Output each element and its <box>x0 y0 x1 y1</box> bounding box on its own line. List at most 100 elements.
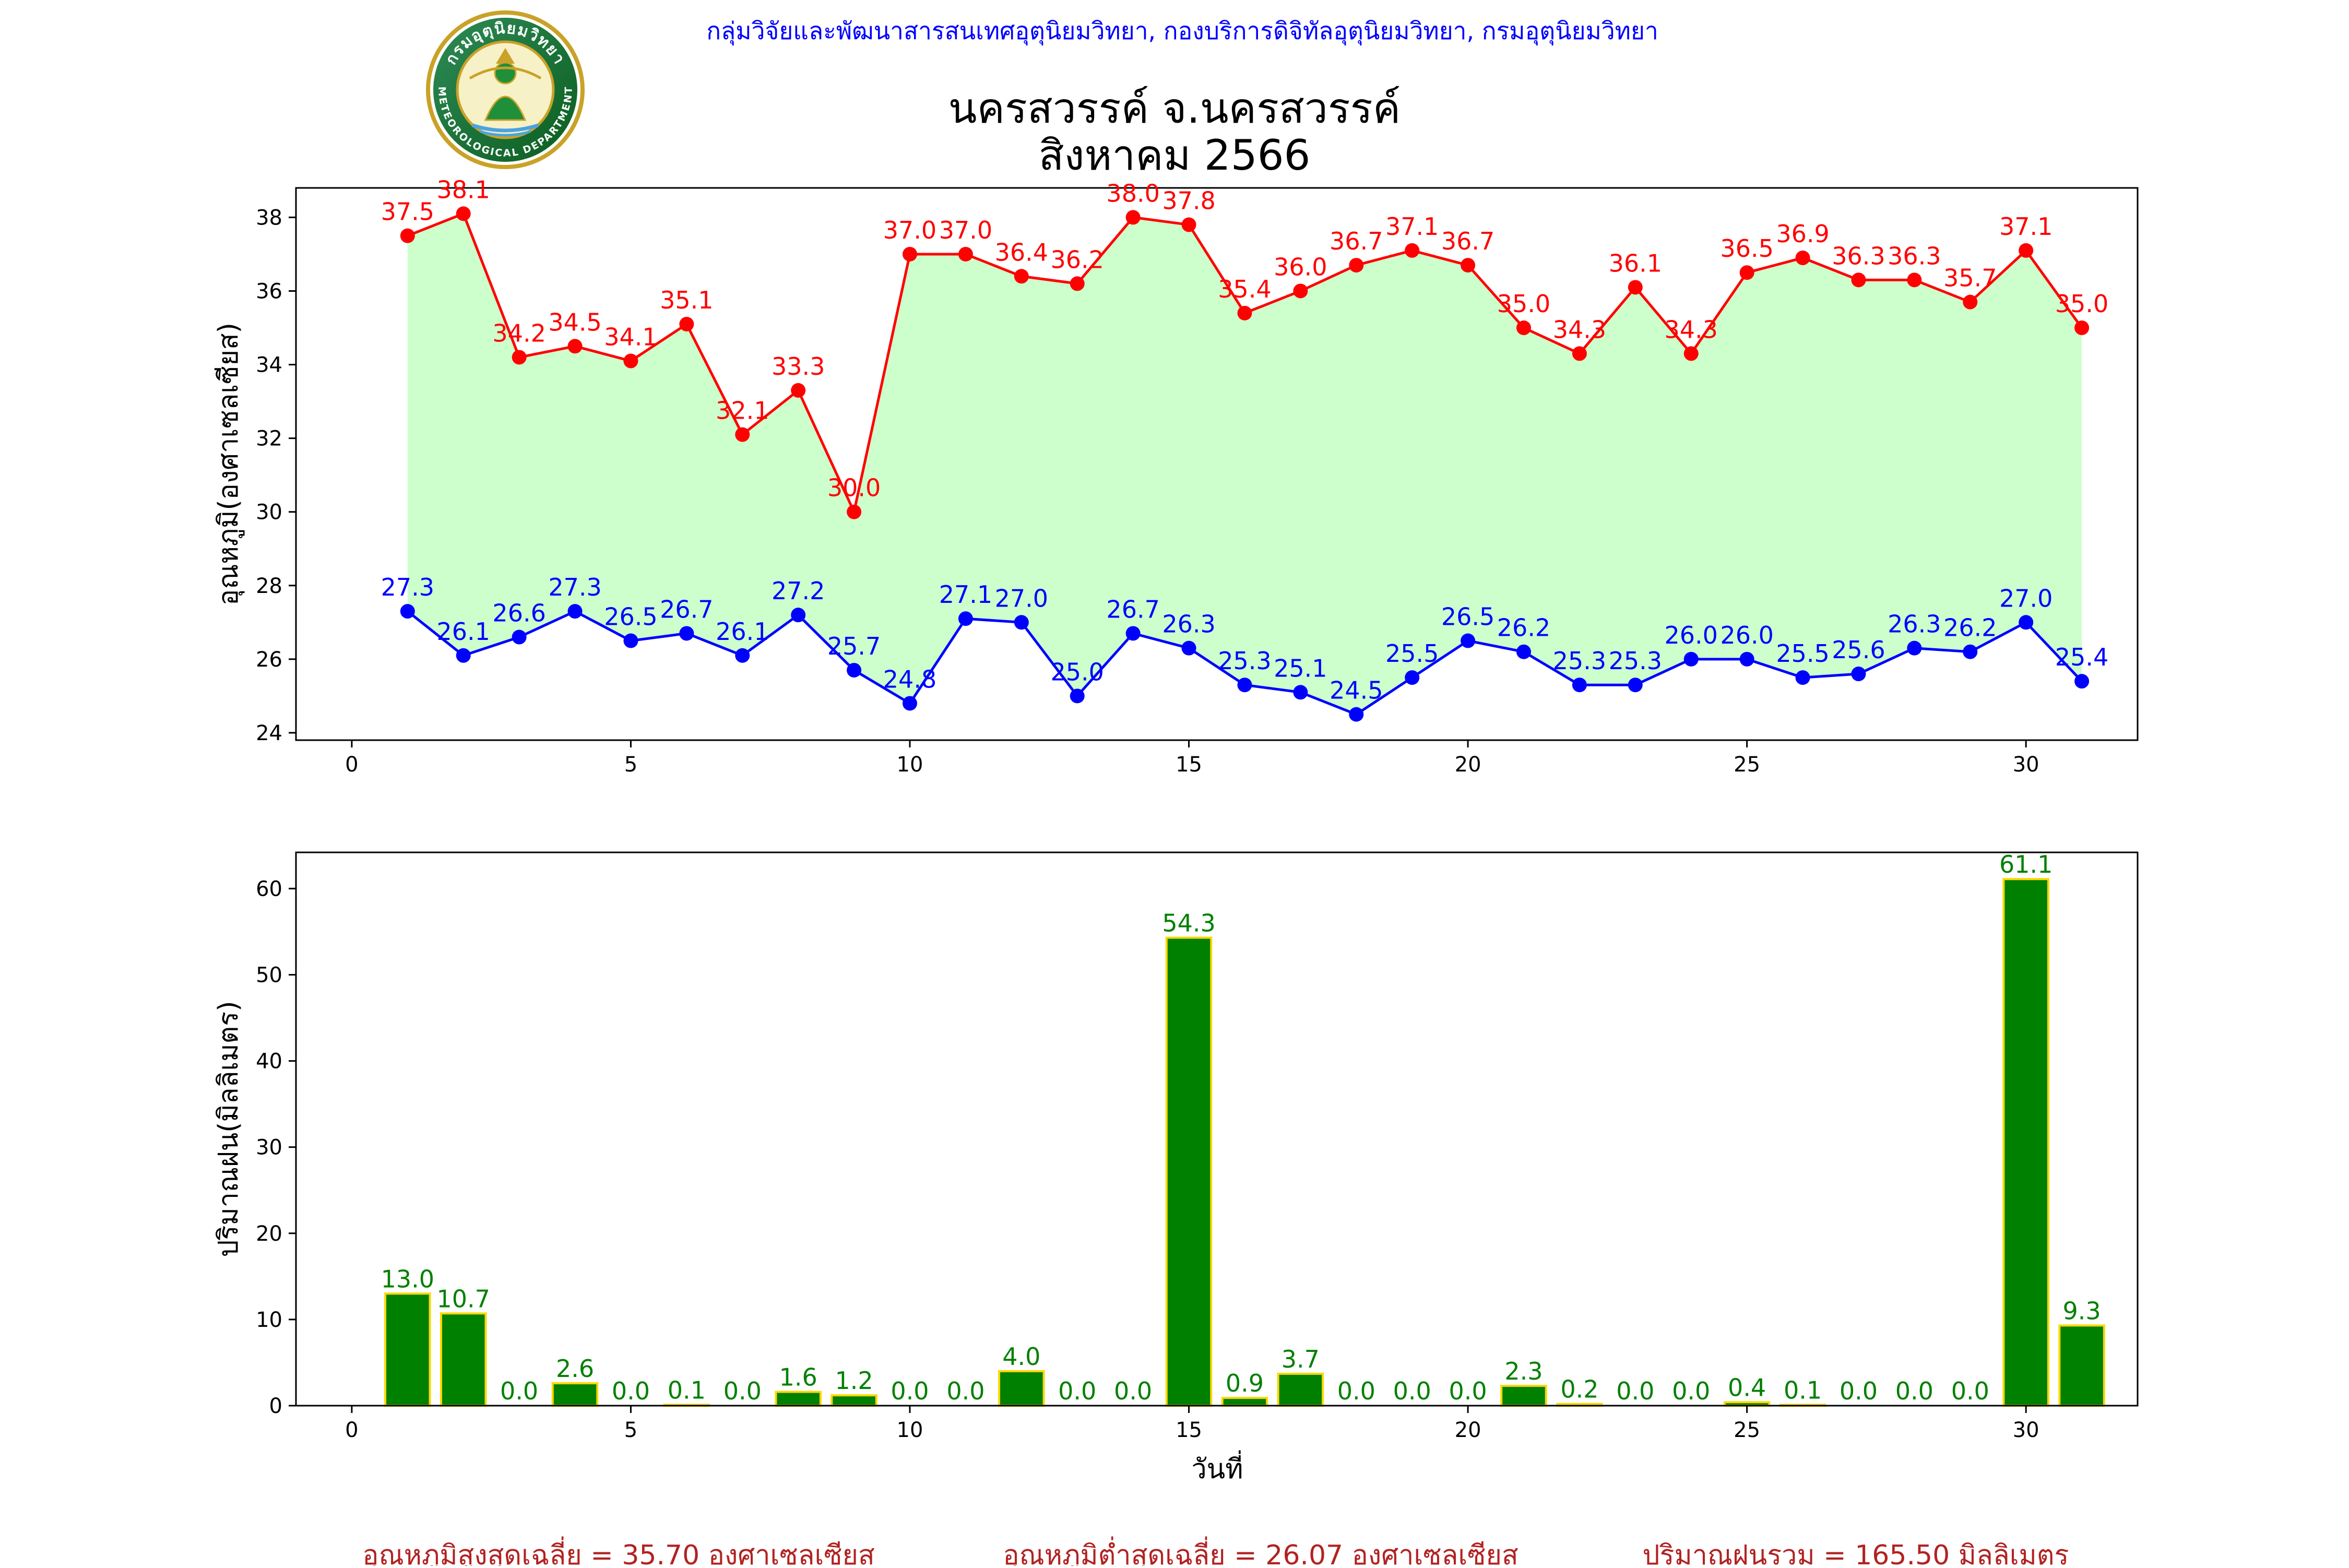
max-temperature-point <box>1237 305 1252 320</box>
min-temperature-point <box>623 633 638 648</box>
max-temperature-label: 36.9 <box>1776 220 1829 248</box>
y-tick-label: 0 <box>269 1394 282 1418</box>
rainfall-plot-frame <box>295 851 2139 1407</box>
min-temperature-point <box>456 648 471 663</box>
rainfall-bar <box>998 1370 1045 1407</box>
y-tick-label: 40 <box>256 1050 282 1074</box>
y-tick-label: 10 <box>256 1308 282 1332</box>
max-temperature-point <box>1405 243 1420 258</box>
min-temperature-point <box>1851 667 1866 682</box>
rainfall-value-label: 4.0 <box>1002 1343 1040 1371</box>
max-temperature-point <box>1907 272 1922 288</box>
rainfall-value-label: 0.0 <box>946 1377 984 1405</box>
min-temperature-label: 26.1 <box>716 617 769 646</box>
max-temperature-label: 34.2 <box>492 319 545 347</box>
max-temperature-point <box>1070 276 1085 291</box>
rainfall-bars <box>384 878 2105 1407</box>
rainfall-bar <box>440 1312 487 1407</box>
min-temperature-point <box>1070 688 1085 704</box>
rainfall-value-label: 2.6 <box>556 1355 594 1383</box>
rainfall-bar <box>1500 1385 1547 1407</box>
min-temperature-label: 27.0 <box>995 584 1048 612</box>
max-temperature-point <box>400 228 415 243</box>
min-temperature-label: 26.5 <box>604 603 657 631</box>
rainfall-value-label: 3.7 <box>1282 1345 1320 1373</box>
y-tick-label: 38 <box>256 206 282 230</box>
x-tick-label: 30 <box>2013 1418 2039 1442</box>
x-tick-label: 0 <box>345 1418 358 1442</box>
min-temperature-point <box>735 648 750 663</box>
y-tick-label: 32 <box>256 427 282 451</box>
temperature-range-fill <box>407 213 2082 715</box>
x-tick-label: 10 <box>897 1418 923 1442</box>
rainfall-value-label: 0.1 <box>668 1376 706 1404</box>
min-temperature-point <box>791 608 806 623</box>
rainfall-value-label: 9.3 <box>2063 1297 2101 1325</box>
max-temperature-label: 37.1 <box>1999 212 2053 241</box>
max-temperature-point <box>903 246 917 262</box>
min-temperature-label: 24.5 <box>1330 676 1383 705</box>
max-temperature-point <box>1181 217 1196 232</box>
max-temperature-label: 34.3 <box>1553 315 1606 343</box>
min-temperature-label: 26.5 <box>1441 603 1494 631</box>
y-tick-label: 50 <box>256 963 282 987</box>
rainfall-value-label: 0.0 <box>723 1377 762 1405</box>
rainfall-value-label: 10.7 <box>437 1285 490 1313</box>
rainfall-bar <box>551 1382 599 1407</box>
rainfall-value-label: 1.2 <box>835 1367 873 1395</box>
y-tick-label: 24 <box>256 721 282 745</box>
min-temperature-label: 27.2 <box>772 577 825 605</box>
x-tick-label: 20 <box>1455 1418 1481 1442</box>
max-temperature-point <box>2019 243 2034 258</box>
station-title: นครสวรรค์ จ.นครสวรรค์ <box>948 84 1401 133</box>
min-temperature-label: 26.3 <box>1888 610 1941 638</box>
rainfall-value-label: 2.3 <box>1504 1357 1543 1385</box>
y-tick-label: 30 <box>256 1136 282 1160</box>
max-temperature-point <box>1014 269 1029 284</box>
x-tick-label: 5 <box>624 1418 637 1442</box>
min-temperature-point <box>1349 707 1364 722</box>
min-temperature-point <box>1125 626 1141 641</box>
rainfall-value-label: 0.0 <box>1449 1377 1487 1405</box>
max-temperature-label: 36.3 <box>1888 242 1941 270</box>
max-temperature-label: 35.0 <box>2055 290 2108 318</box>
rainfall-value-label: 0.0 <box>1951 1377 1989 1405</box>
min-temperature-label: 27.0 <box>1999 584 2053 612</box>
rainfall-value-label: 0.0 <box>612 1377 650 1405</box>
y-tick-label: 20 <box>256 1222 282 1246</box>
max-temperature-point <box>679 316 694 331</box>
min-temperature-label: 25.3 <box>1553 647 1606 675</box>
max-temperature-point <box>1516 320 1531 336</box>
min-temperature-label: 24.8 <box>883 665 936 693</box>
min-temperature-label: 27.1 <box>939 580 992 609</box>
rainfall-bar <box>2058 1324 2105 1407</box>
agency-credit: กลุ่มวิจัยและพัฒนาสารสนเทศอุตุนิยมวิทยา,… <box>706 17 1658 46</box>
max-temperature-point <box>567 339 583 354</box>
min-temperature-label: 25.5 <box>1776 639 1829 668</box>
rainfall-chart: 0 5 10 15 20 25 30 0 10 20 30 40 50 60 13.010.7 0.0 2.6… <box>213 850 2139 1485</box>
min-temperature-label: 25.4 <box>2055 643 2108 671</box>
min-temperature-point <box>1237 678 1252 693</box>
rainfall-data-labels: 13.010.7 0.0 2.6 0.0 0.1 0.0 1.6 1.2 0.0 0.0 4.0 0.… <box>381 850 2101 1405</box>
min-temperature-label: 25.3 <box>1609 647 1662 675</box>
rainfall-bar <box>831 1394 877 1407</box>
min-temperature-label: 27.3 <box>548 573 601 601</box>
min-temperature-label: 25.0 <box>1051 658 1104 686</box>
max-temperature-point <box>847 504 862 519</box>
min-temperature-point <box>1181 640 1196 656</box>
y-tick-label: 28 <box>256 574 282 598</box>
rainfall-x-axis-label: วันที่ <box>1191 1450 1243 1485</box>
min-temperature-point <box>1628 678 1643 693</box>
max-temperature-label: 34.1 <box>604 323 657 351</box>
min-temperature-label: 26.1 <box>437 617 490 646</box>
max-temperature-label: 37.1 <box>1385 212 1439 241</box>
min-temperature-label: 25.6 <box>1832 636 1885 664</box>
rainfall-value-label: 0.0 <box>1840 1377 1878 1405</box>
y-tick-label: 34 <box>256 353 282 377</box>
min-temperature-label: 26.3 <box>1162 610 1215 638</box>
rainfall-value-label: 13.0 <box>381 1265 434 1293</box>
max-temperature-label: 32.1 <box>716 397 769 425</box>
min-temperature-point <box>903 696 917 711</box>
max-temperature-label: 36.2 <box>1051 245 1104 274</box>
